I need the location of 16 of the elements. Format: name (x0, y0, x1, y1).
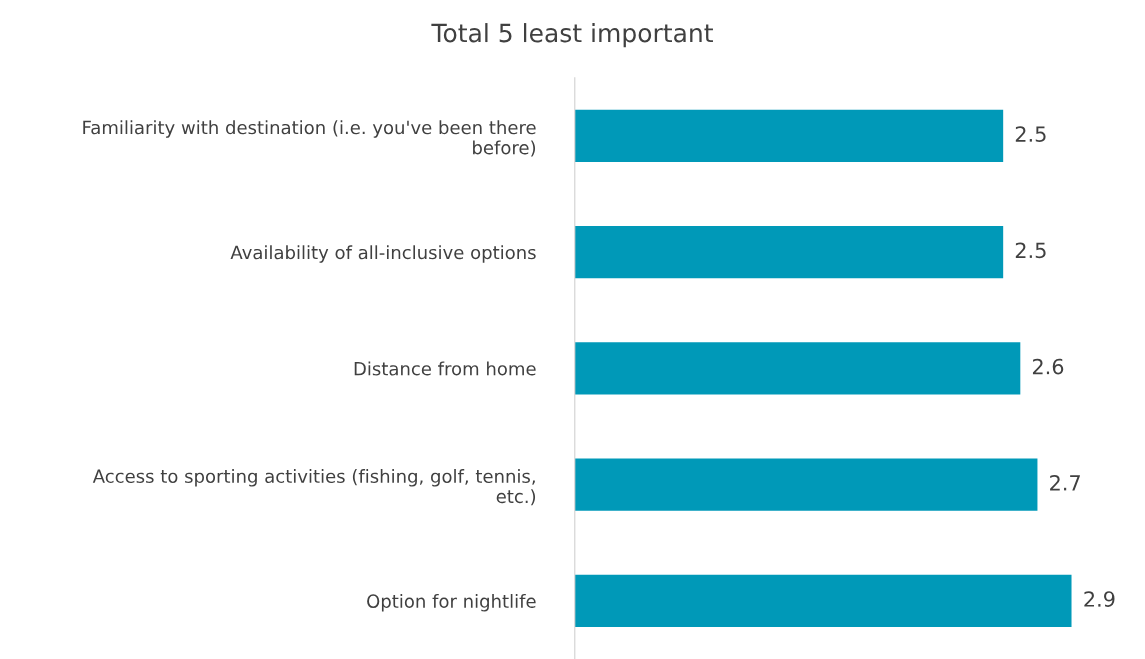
chart-title: Total 5 least important (431, 23, 713, 48)
bar (574, 225, 1004, 279)
y-tick-label: Availability of all-inclusive options (230, 245, 536, 263)
y-tick-label: Option for nightlife (367, 594, 536, 612)
data-label: 2.7 (1050, 474, 1080, 491)
data-label: 2.9 (1084, 591, 1115, 607)
y-tick-label: Familiarity with destination (i.e. you've been there before) (83, 120, 536, 157)
data-label: 2.5 (1015, 242, 1046, 259)
data-label: 2.6 (1032, 358, 1064, 375)
bar (574, 109, 1004, 163)
y-tick-label: Access to sporting activities (fishing, golf, tennis, etc.) (92, 469, 536, 506)
bar (574, 458, 1038, 511)
data-label: 2.5 (1015, 126, 1046, 142)
y-tick-label: Distance from home (354, 361, 536, 376)
bar (574, 574, 1072, 628)
bar (574, 342, 1021, 395)
